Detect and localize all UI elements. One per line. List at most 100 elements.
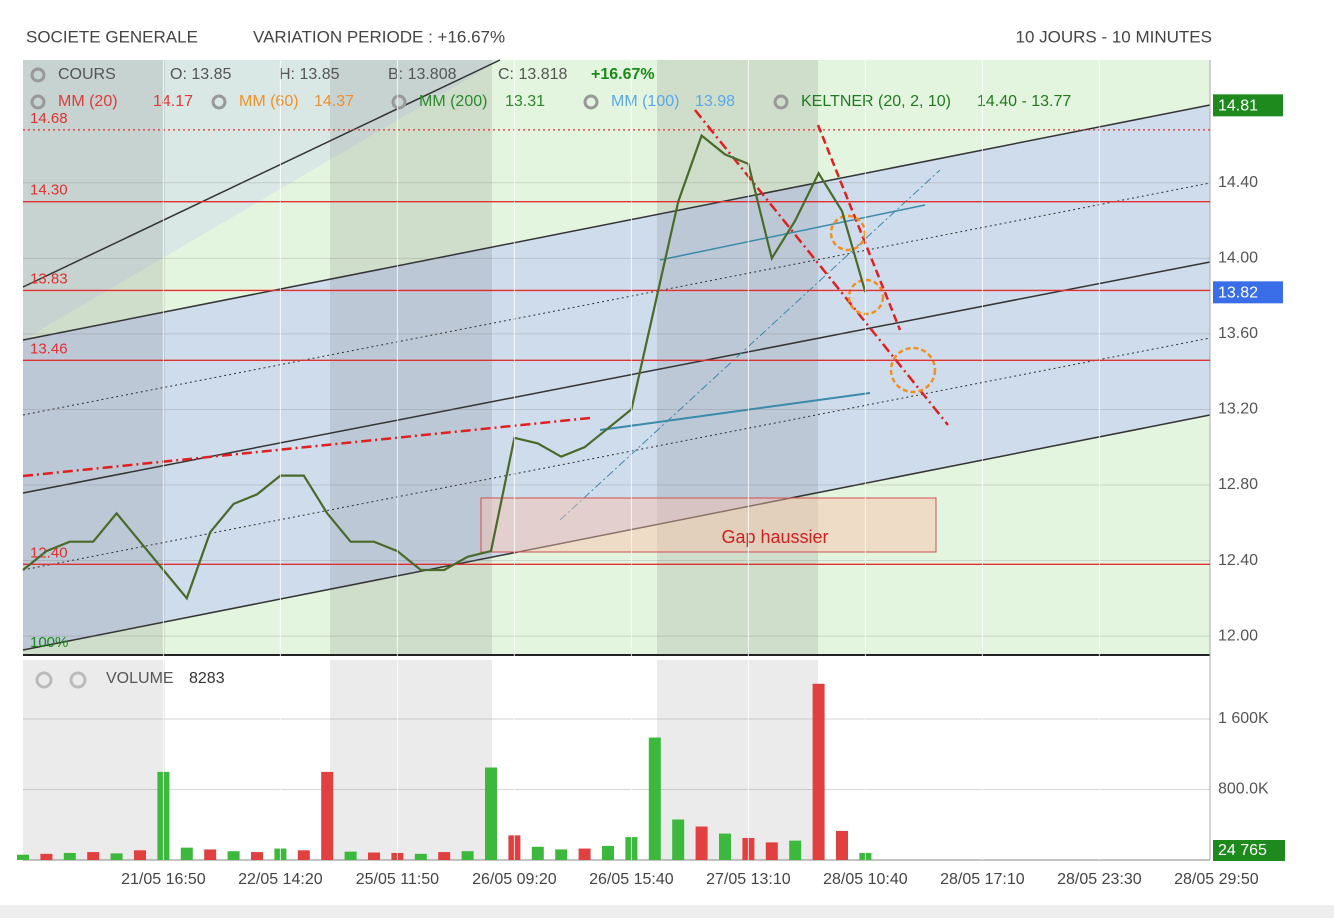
volume-bar [321,771,334,860]
resistance-line [22,416,591,478]
indicator-value: 13.98 [695,93,735,110]
trend-line-dotted [22,337,1211,571]
x-tick-label: 26/05 15:40 [589,871,674,888]
x-tick-label: 28/05 23:30 [1057,871,1142,888]
footer [0,905,1334,918]
volume-bar [602,845,614,860]
highlight-circle [847,278,885,316]
indicator-legend: MM (20) 14.17 MM (60) 14.37 MM (200) 13.31 MM … [30,93,1071,110]
volume-bar [40,853,53,860]
y-tick-label: 12.00 [1218,627,1258,644]
x-tick-label: 26/05 09:20 [472,871,557,888]
volume-bar [812,683,825,860]
indicator-name: MM (60) [239,93,299,110]
volume-bar [414,853,427,860]
info-low: B: 13.808 [388,66,457,83]
y-tick-label: 12.40 [1218,552,1258,569]
level-label: 13.83 [30,270,68,287]
volume-bar [368,852,380,860]
gear-icon[interactable] [583,94,599,110]
volume-bar [789,840,802,860]
volume-bar [648,737,661,860]
volume-bar [87,852,100,860]
volume-bar [204,849,217,860]
y-tick-label: 1 600K [1218,710,1269,727]
indicator-name: MM (100) [611,93,679,110]
session-band [330,60,492,655]
info-open: O: 13.85 [170,66,231,83]
highlight-circle [889,346,937,394]
volume-bar [251,852,263,860]
level-label: 13.46 [30,340,68,357]
volume-bar [297,850,310,860]
channel [23,262,1210,650]
price-marker-box [1213,281,1283,304]
y-tick-label: 13.20 [1218,401,1258,418]
variation: VARIATION PERIODE : +16.67% [253,27,505,46]
volume-last: 8283 [189,670,225,687]
gear-icon[interactable] [30,67,46,83]
info-close: C: 13.818 [498,66,567,83]
session-band [330,660,492,860]
gear-icon[interactable] [391,94,407,110]
level-label: 14.30 [30,182,68,199]
session-band [23,660,165,860]
x-tick-label: 22/05 14:20 [238,871,323,888]
volume-title: VOLUME [106,670,174,687]
volume-bar [63,852,76,860]
price-marker-box [1213,94,1283,117]
x-tick-label: 28/05 10:40 [823,871,908,888]
legend-title: COURS [58,66,116,83]
x-tick-label: 27/05 13:10 [706,871,791,888]
volume-bar [438,852,451,860]
volume-bar [110,853,123,860]
x-tick-label: 28/05 17:10 [940,871,1025,888]
fib-label: 100% [30,634,68,651]
last-volume-box [1213,840,1285,861]
gear-icon[interactable] [69,671,87,689]
indicator-name: MM (20) [58,93,118,110]
gap-label: Gap haussier [721,527,828,547]
close-icon[interactable] [35,671,53,689]
stock-title: SOCIETE GENERALE [26,27,198,46]
last-volume-label: 24 765 [1218,842,1267,859]
gear-icon[interactable] [30,94,46,110]
y-tick-label: 800.0K [1218,781,1269,798]
price-marker-label: 13.82 [1218,285,1258,302]
indicator-name: KELTNER (20, 2, 10) [801,93,951,110]
channel [23,60,500,340]
session-band [657,60,818,655]
price-marker-label: 14.81 [1218,98,1258,115]
indicator-value: 14.17 [153,93,193,110]
indicator-name: MM (200) [419,93,487,110]
volume-bar [555,849,568,860]
x-tick-label: 28/05 29:50 [1174,871,1259,888]
volume-bar [461,851,474,860]
volume-bar [578,848,591,860]
volume-bar [485,767,497,860]
volume-bar [227,851,240,860]
resistance-line [694,109,949,426]
indicator-value: 14.40 - 13.77 [977,93,1071,110]
volume-bar [836,830,848,860]
fan-line [559,169,941,521]
fan-line [659,204,926,261]
info-change: +16.67% [591,66,655,83]
volume-bar [765,842,778,860]
volume-bar [134,850,146,860]
volume-bar [695,826,708,860]
gear-icon[interactable] [773,94,789,110]
session-band [23,60,165,655]
volume-bar [672,819,685,860]
legend: COURS O: 13.85 H: 13.85 B: 13.808 C: 13.… [30,66,655,83]
volume-bar [719,833,731,860]
gear-icon[interactable] [211,94,227,110]
indicator-value: 14.37 [314,93,354,110]
info-high: H: 13.85 [279,66,340,83]
volume-bar [17,854,29,860]
resistance-line [816,124,902,331]
level-label: 14.68 [30,110,68,127]
y-tick-label: 12.80 [1218,476,1258,493]
